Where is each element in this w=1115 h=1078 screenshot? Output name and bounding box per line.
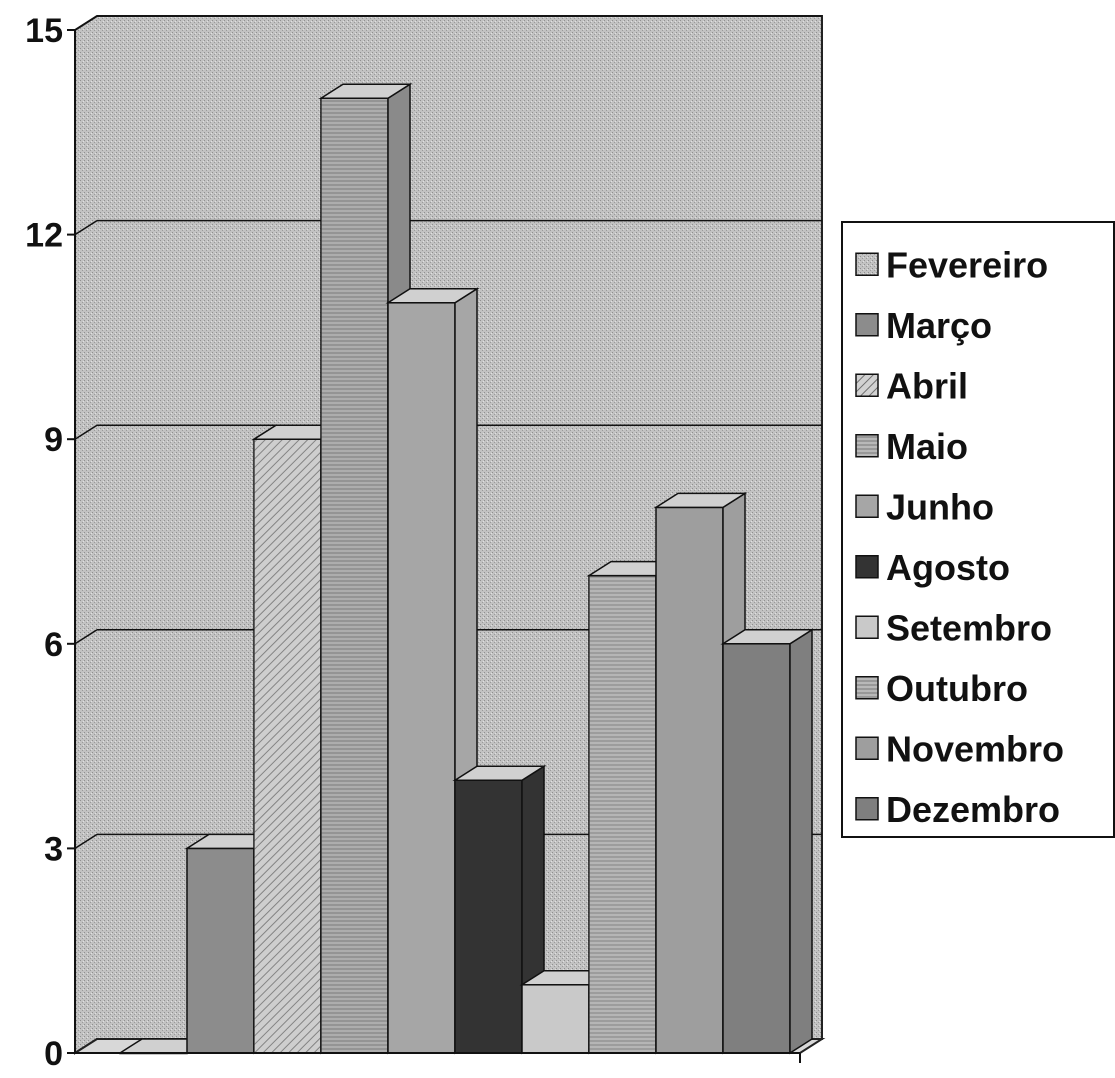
gridline-side [74, 219, 98, 236]
legend-label: Agosto [886, 547, 1010, 588]
bar-front [521, 984, 590, 1054]
bar-top [452, 765, 547, 781]
bar-tint [321, 98, 388, 1053]
legend-label: Março [886, 305, 992, 346]
legend-swatch [855, 434, 879, 458]
bar-front [722, 643, 791, 1054]
bar-top [318, 83, 413, 99]
y-tick-label: 0 [44, 1035, 63, 1073]
legend-label: Outubro [886, 668, 1028, 709]
legend-swatch [855, 797, 879, 821]
bar-front [655, 506, 724, 1054]
legend-label: Maio [886, 426, 968, 467]
y-tick-label: 3 [44, 830, 63, 868]
legend-label: Setembro [886, 607, 1052, 648]
bar-top [385, 288, 480, 304]
legend-label: Abril [886, 365, 968, 406]
bar-top [653, 492, 748, 509]
legend-swatch [855, 615, 879, 639]
legend-swatch [855, 736, 879, 760]
bar-dezembro [720, 628, 815, 1055]
legend-swatch [855, 313, 879, 337]
y-tick-label: 12 [25, 217, 63, 255]
gridline-side [74, 424, 98, 440]
legend-swatch [855, 252, 879, 276]
legend-swatch [855, 676, 879, 700]
legend [841, 221, 1115, 838]
bar-front [588, 574, 657, 1054]
bar-top [720, 629, 815, 645]
y-tick-label: 15 [25, 12, 63, 50]
bar-tint [589, 575, 656, 1053]
legend-swatch [855, 373, 879, 397]
legend-label: Novembro [886, 728, 1064, 769]
gridline-side [74, 833, 98, 850]
bar-side [789, 628, 813, 1055]
legend-swatch [855, 555, 879, 579]
legend-swatch [855, 494, 879, 518]
bar-front [253, 438, 322, 1054]
y-tick-label: 6 [44, 626, 63, 664]
legend-label: Dezembro [886, 789, 1060, 830]
gridline-side [74, 15, 98, 31]
legend-label: Junho [886, 486, 994, 527]
bar-front [454, 779, 523, 1054]
y-tick-label: 9 [44, 421, 63, 459]
legend-label: Fevereiro [886, 244, 1048, 285]
bar-tint [254, 439, 321, 1053]
gridline-side [74, 629, 98, 645]
